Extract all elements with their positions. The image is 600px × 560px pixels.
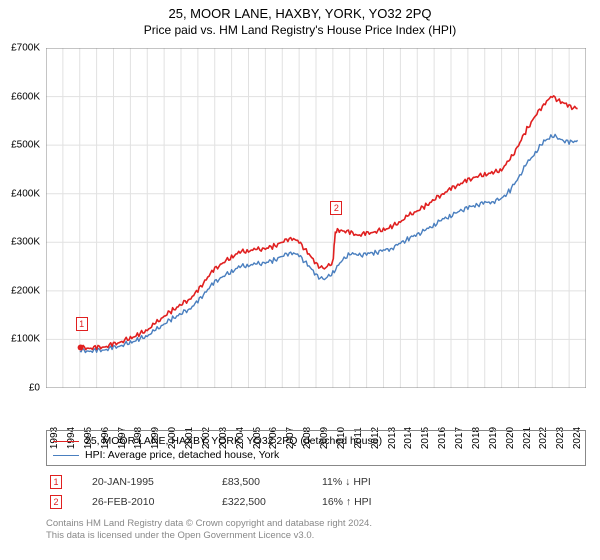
series-legend: 25, MOOR LANE, HAXBY, YORK, YO32 2PQ (de… xyxy=(46,430,586,466)
page-title: 25, MOOR LANE, HAXBY, YORK, YO32 2PQ xyxy=(0,0,600,21)
chart-svg xyxy=(46,48,586,388)
y-axis-label: £700K xyxy=(0,43,40,54)
y-axis-label: £300K xyxy=(0,237,40,248)
y-axis-label: £200K xyxy=(0,285,40,296)
y-axis-label: £100K xyxy=(0,334,40,345)
price-chart: £0£100K£200K£300K£400K£500K£600K£700K199… xyxy=(46,48,586,388)
legend-label: HPI: Average price, detached house, York xyxy=(85,449,279,461)
y-axis-label: £400K xyxy=(0,188,40,199)
sale-marker: 1 xyxy=(76,317,88,331)
legend-line-sample xyxy=(53,441,79,442)
y-axis-label: £500K xyxy=(0,140,40,151)
sale-price: £83,500 xyxy=(222,476,292,488)
legend-line-sample xyxy=(53,455,79,456)
footer-attribution: Contains HM Land Registry data © Crown c… xyxy=(46,512,586,543)
legend-row: HPI: Average price, detached house, York xyxy=(53,448,579,462)
legend-area: 25, MOOR LANE, HAXBY, YORK, YO32 2PQ (de… xyxy=(46,430,586,543)
sales-table: 1 20-JAN-1995 £83,500 11% ↓ HPI 2 26-FEB-2010… xyxy=(46,472,586,512)
sale-price: £322,500 xyxy=(222,496,292,508)
legend-label: 25, MOOR LANE, HAXBY, YORK, YO32 2PQ (de… xyxy=(85,435,382,447)
sale-marker-icon: 1 xyxy=(50,475,62,489)
y-axis-label: £0 xyxy=(0,383,40,394)
y-axis-label: £600K xyxy=(0,91,40,102)
legend-row: 25, MOOR LANE, HAXBY, YORK, YO32 2PQ (de… xyxy=(53,434,579,448)
sale-marker: 2 xyxy=(330,201,342,215)
sale-pct: 16% ↑ HPI xyxy=(322,496,412,508)
footer-line: This data is licensed under the Open Gov… xyxy=(46,530,586,542)
sale-date: 26-FEB-2010 xyxy=(92,496,192,508)
sale-marker-icon: 2 xyxy=(50,495,62,509)
sale-row: 2 26-FEB-2010 £322,500 16% ↑ HPI xyxy=(46,492,586,512)
page-subtitle: Price paid vs. HM Land Registry's House … xyxy=(0,21,600,41)
sale-date: 20-JAN-1995 xyxy=(92,476,192,488)
footer-line: Contains HM Land Registry data © Crown c… xyxy=(46,518,586,530)
sale-pct: 11% ↓ HPI xyxy=(322,476,412,488)
sale-row: 1 20-JAN-1995 £83,500 11% ↓ HPI xyxy=(46,472,586,492)
